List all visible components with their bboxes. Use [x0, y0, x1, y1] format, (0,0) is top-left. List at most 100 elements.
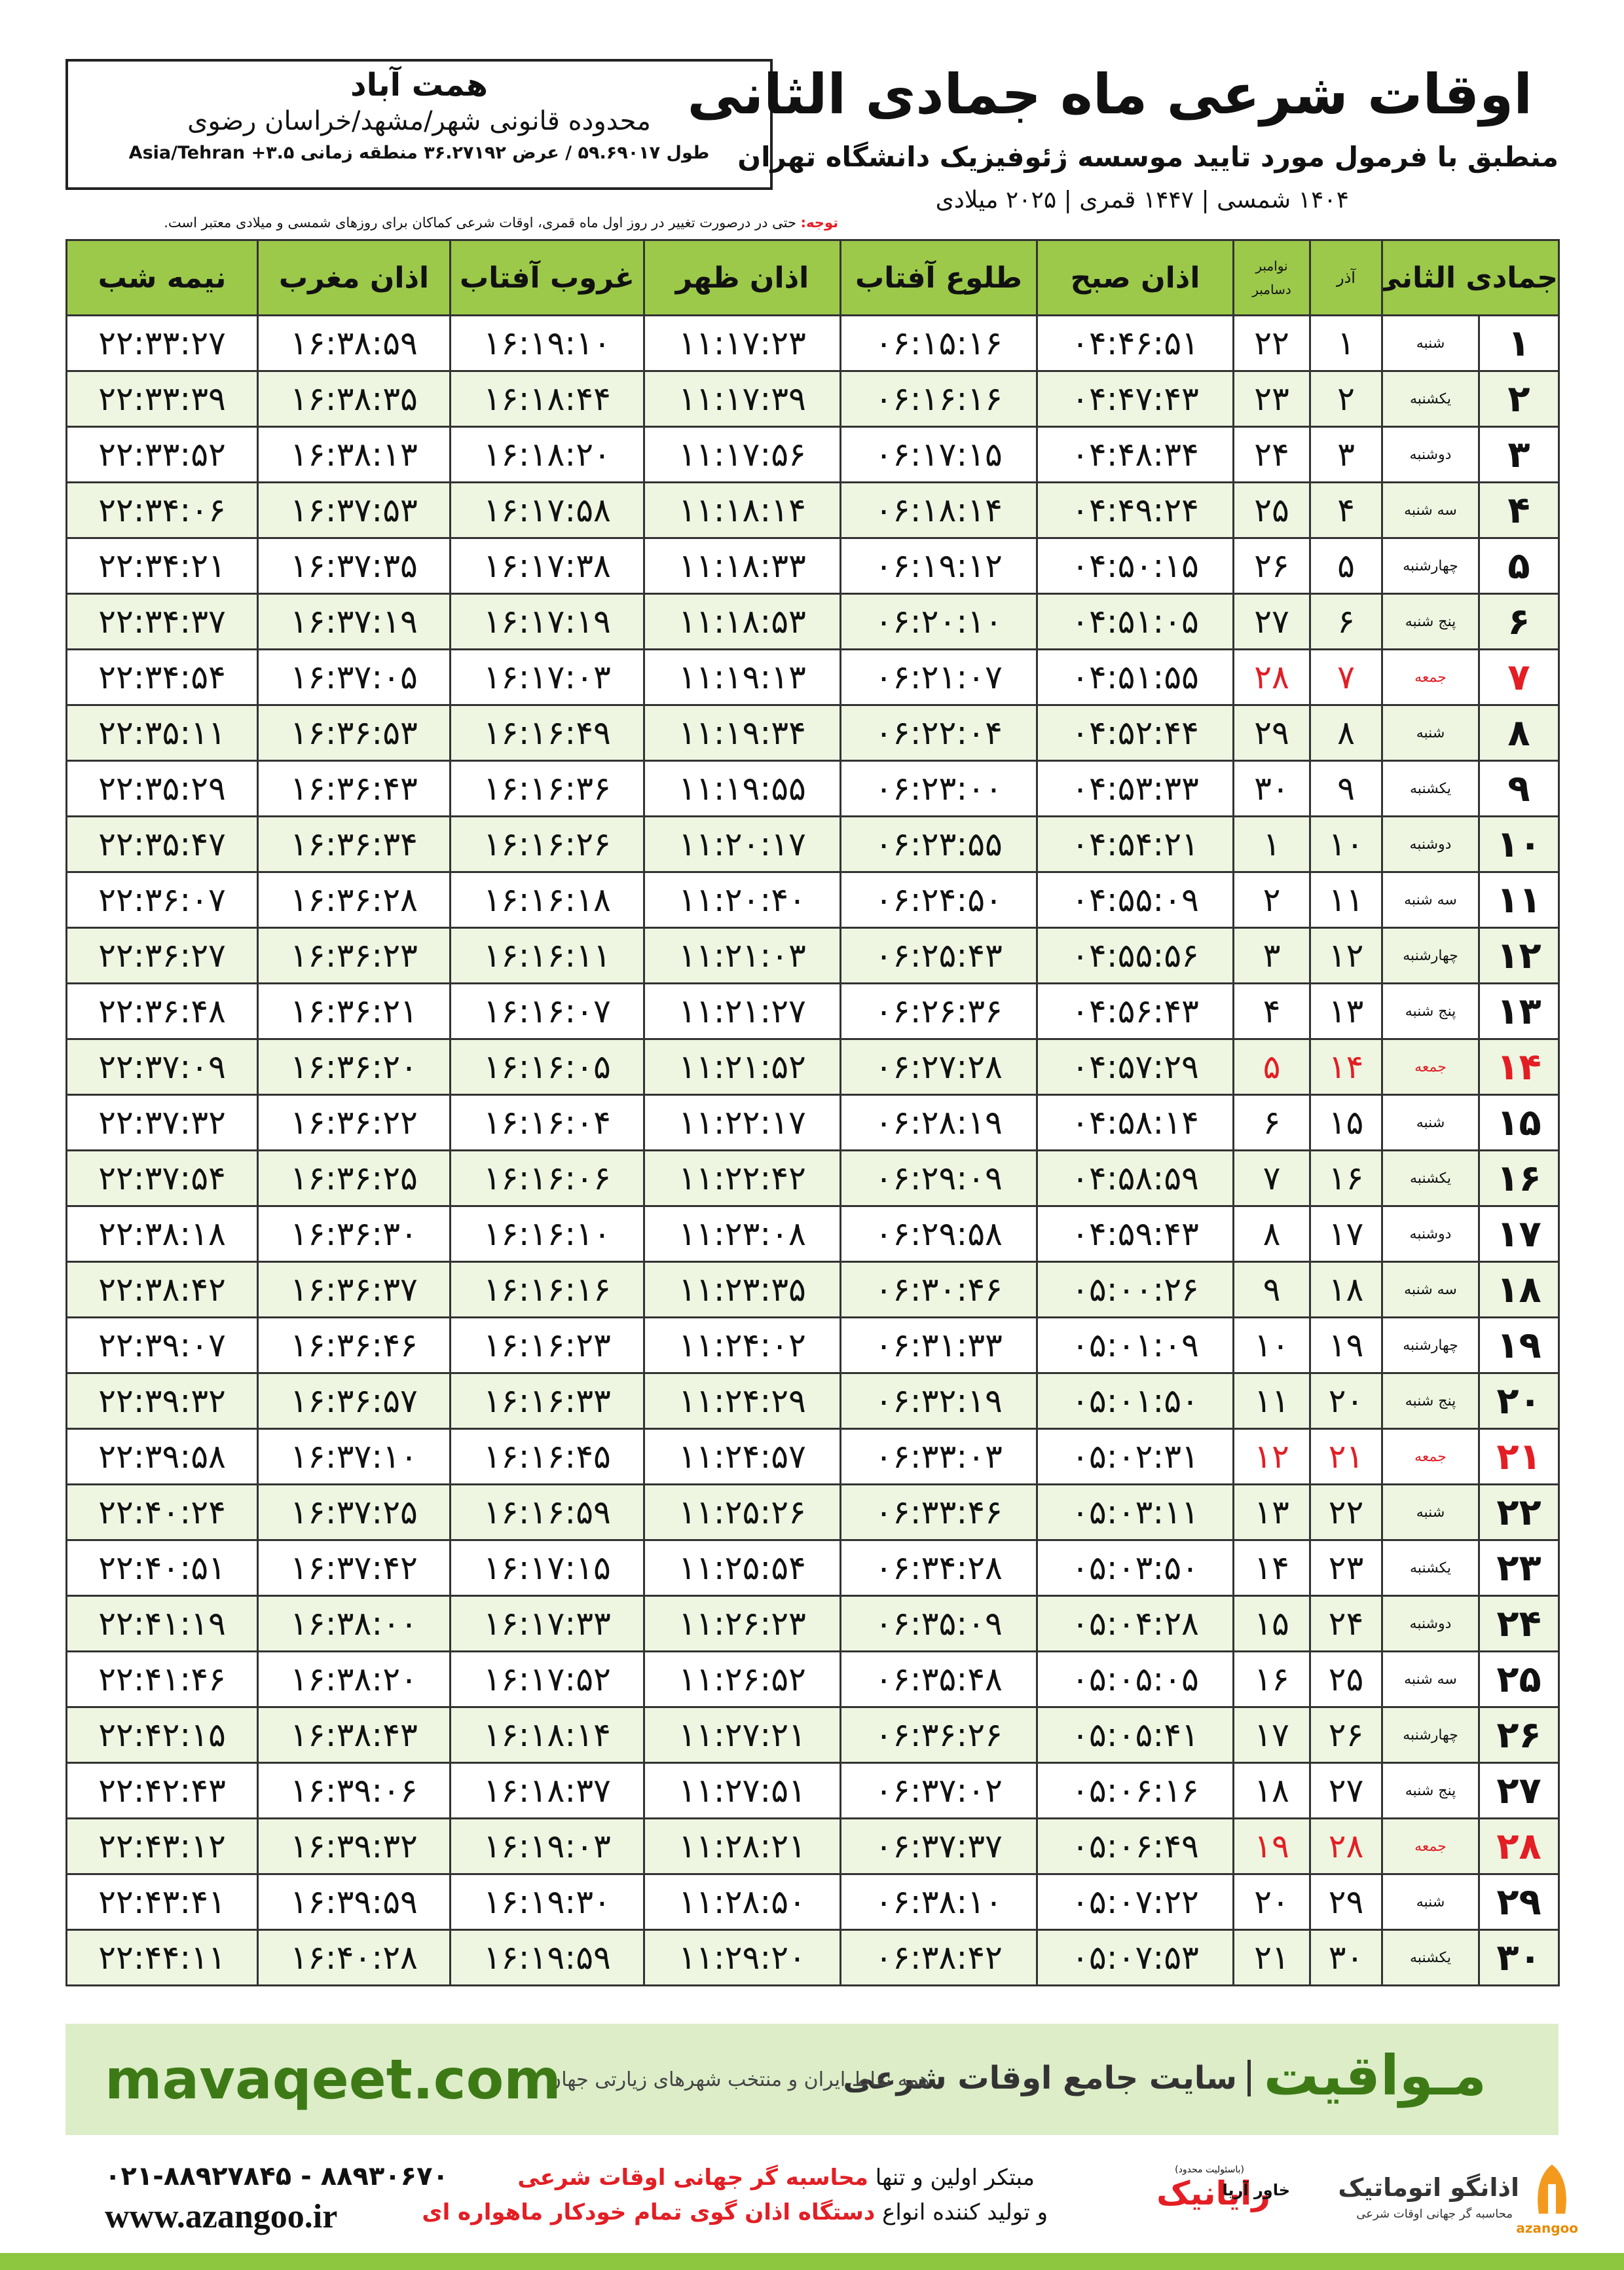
day-cell: ۷ — [1232, 1149, 1311, 1207]
table-row: ۲۸ جمعه ۲۸ ۱۹ ۰۵:۰۶:۴۹ ۰۶:۳۷:۳۷ ۱۱:۲۸:۲۱ ۱۶:۱۹:… — [65, 1817, 1560, 1875]
time-cell: ۰۵:۰۷:۲۲ — [1036, 1873, 1234, 1931]
day-cell: ۲۷ — [1478, 1762, 1560, 1819]
time-cell: ۰۴:۴۶:۵۱ — [1036, 314, 1234, 372]
day-cell: ۲۵ — [1478, 1650, 1560, 1708]
text: مبتکر اولین و تنها — [868, 2165, 1035, 2191]
time-cell: ۰۶:۲۰:۱۰ — [840, 593, 1038, 650]
day-cell: ۱۴ — [1232, 1539, 1311, 1597]
time-cell: ۱۱:۲۲:۱۷ — [643, 1094, 841, 1151]
time-cell: ۱۶:۱۶:۵۹ — [449, 1483, 645, 1541]
banner: مـواقیت سایت جامع اوقات شرعی همه نقاط ای… — [65, 2024, 1559, 2135]
time-cell: ۱۶:۱۹:۰۳ — [449, 1817, 645, 1875]
day-cell: ۲۳ — [1309, 1539, 1383, 1597]
time-cell: ۱۱:۲۹:۲۰ — [643, 1929, 841, 1986]
time-cell: ۱۱:۲۳:۰۸ — [643, 1205, 841, 1263]
time-cell: ۰۶:۲۸:۱۹ — [840, 1094, 1038, 1151]
time-cell: ۱۶:۳۷:۲۵ — [257, 1483, 451, 1541]
day-cell: ۱۴ — [1309, 1038, 1383, 1096]
day-cell: ۱۹ — [1309, 1316, 1383, 1374]
time-cell: ۱۶:۳۶:۴۳ — [257, 760, 451, 817]
day-cell: ۲۹ — [1309, 1873, 1383, 1931]
day-cell: ۱۸ — [1309, 1261, 1383, 1318]
day-cell: ۲۰ — [1478, 1372, 1560, 1430]
day-cell: ۲۴ — [1478, 1595, 1560, 1652]
time-cell: ۱۶:۱۸:۳۷ — [449, 1762, 645, 1819]
time-cell: ۰۵:۰۳:۵۰ — [1036, 1539, 1234, 1597]
time-cell: ۱۱:۱۹:۱۳ — [643, 648, 841, 706]
table-row: ۳۰ یکشنبه ۳۰ ۲۱ ۰۵:۰۷:۵۳ ۰۶:۳۸:۴۲ ۱۱:۲۹:۲۰ ۱۶:۱… — [65, 1929, 1560, 1986]
day-cell: ۲۱ — [1309, 1428, 1383, 1485]
day-cell: ۱۷ — [1478, 1205, 1560, 1263]
day-cell: ۱۵ — [1232, 1595, 1311, 1652]
day-cell: ۱۶ — [1478, 1149, 1560, 1207]
time-cell: ۱۶:۳۹:۰۶ — [257, 1762, 451, 1819]
region: محدوده قانونی شهر/مشهد/خراسان رضوی — [187, 106, 651, 136]
day-cell: ۲۸ — [1309, 1817, 1383, 1875]
time-cell: ۲۲:۳۸:۱۸ — [65, 1205, 259, 1263]
day-cell: ۲۷ — [1232, 593, 1311, 650]
url[interactable]: mavaqeet.com — [105, 2047, 561, 2112]
day-cell: ۱۶ — [1232, 1650, 1311, 1708]
time-cell: ۲۲:۳۹:۳۲ — [65, 1372, 259, 1430]
day-cell: دوشنبه — [1380, 1205, 1481, 1263]
day-cell: ۲۴ — [1232, 426, 1311, 483]
time-cell: ۲۲:۳۶:۲۷ — [65, 927, 259, 984]
website[interactable]: www.azangoo.ir — [105, 2198, 338, 2235]
day-cell: ۱۲ — [1232, 1428, 1311, 1485]
time-cell: ۱۶:۳۸:۱۳ — [257, 426, 451, 483]
time-cell: ۱۶:۱۶:۳۳ — [449, 1372, 645, 1430]
time-cell: ۲۲:۴۲:۱۵ — [65, 1706, 259, 1764]
day-cell: ۵ — [1232, 1038, 1311, 1096]
time-cell: ۱۶:۳۷:۵۳ — [257, 481, 451, 539]
azangoo-icon — [1538, 2165, 1566, 2214]
time-cell: ۰۶:۲۳:۰۰ — [840, 760, 1038, 817]
day-cell: ۳ — [1232, 927, 1311, 984]
subtitle: منطبق با فرمول مورد تایید موسسه ژئوفیزیک… — [737, 141, 1559, 173]
day-cell: ۲۹ — [1232, 704, 1311, 762]
time-cell: ۰۶:۱۶:۱۶ — [840, 370, 1038, 428]
day-cell: دوشنبه — [1380, 426, 1481, 483]
day-cell: ۱۵ — [1478, 1094, 1560, 1151]
time-cell: ۲۲:۳۳:۵۲ — [65, 426, 259, 483]
time-cell: ۰۶:۳۶:۲۶ — [840, 1706, 1038, 1764]
day-cell: ۲۳ — [1478, 1539, 1560, 1597]
day-cell: ۸ — [1232, 1205, 1311, 1263]
day-cell: ۸ — [1478, 704, 1560, 762]
time-cell: ۱۱:۲۷:۵۱ — [643, 1762, 841, 1819]
day-cell: ۱ — [1232, 815, 1311, 873]
footer-line: مبتکر اولین و تنها محاسبه گر جهانی اوقات… — [517, 2165, 1035, 2191]
time-cell: ۰۶:۲۷:۲۸ — [840, 1038, 1038, 1096]
header-cell: اذان مغرب — [257, 239, 451, 316]
time-cell: ۱۶:۱۹:۱۰ — [449, 314, 645, 372]
time-cell: ۲۲:۳۶:۴۸ — [65, 982, 259, 1040]
day-cell: ۲۱ — [1232, 1929, 1311, 1986]
day-cell: پنج شنبه — [1380, 1762, 1481, 1819]
time-cell: ۰۴:۵۰:۱۵ — [1036, 537, 1234, 595]
note-text: حتی در درصورت تغییر در روز اول ماه قمری،… — [164, 215, 796, 231]
time-cell: ۲۲:۴۱:۱۹ — [65, 1595, 259, 1652]
time-cell: ۱۶:۳۷:۱۹ — [257, 593, 451, 650]
time-cell: ۱۶:۱۹:۳۰ — [449, 1873, 645, 1931]
time-cell: ۱۶:۱۶:۱۶ — [449, 1261, 645, 1318]
time-cell: ۰۴:۵۷:۲۹ — [1036, 1038, 1234, 1096]
time-cell: ۱۶:۳۶:۵۷ — [257, 1372, 451, 1430]
day-cell: ۵ — [1309, 537, 1383, 595]
khavar: خاور آریا — [1222, 2181, 1290, 2199]
time-cell: ۱۱:۱۹:۵۵ — [643, 760, 841, 817]
time-cell: ۱۶:۱۶:۰۷ — [449, 982, 645, 1040]
time-cell: ۱۶:۳۷:۰۵ — [257, 648, 451, 706]
header-text: دسامبر — [1252, 282, 1291, 297]
time-cell: ۲۲:۳۷:۵۴ — [65, 1149, 259, 1207]
day-cell: سه شنبه — [1380, 1261, 1481, 1318]
time-cell: ۲۲:۳۴:۲۱ — [65, 537, 259, 595]
time-cell: ۱۱:۲۵:۲۶ — [643, 1483, 841, 1541]
day-cell: ۲۰ — [1232, 1873, 1311, 1931]
time-cell: ۰۴:۵۲:۴۴ — [1036, 704, 1234, 762]
day-cell: ۱۲ — [1309, 927, 1383, 984]
time-cell: ۱۶:۱۹:۵۹ — [449, 1929, 645, 1986]
time-cell: ۱۶:۱۷:۰۳ — [449, 648, 645, 706]
day-cell: ۹ — [1309, 760, 1383, 817]
table-row: ۳ دوشنبه ۳ ۲۴ ۰۴:۴۸:۳۴ ۰۶:۱۷:۱۵ ۱۱:۱۷:۵۶ ۱۶:۱۸:… — [65, 426, 1560, 483]
day-cell: یکشنبه — [1380, 370, 1481, 428]
table-body: ۱ شنبه ۱ ۲۲ ۰۴:۴۶:۵۱ ۰۶:۱۵:۱۶ ۱۱:۱۷:۲۳ ۱۶:۱۹:۱۰… — [65, 314, 1560, 1986]
